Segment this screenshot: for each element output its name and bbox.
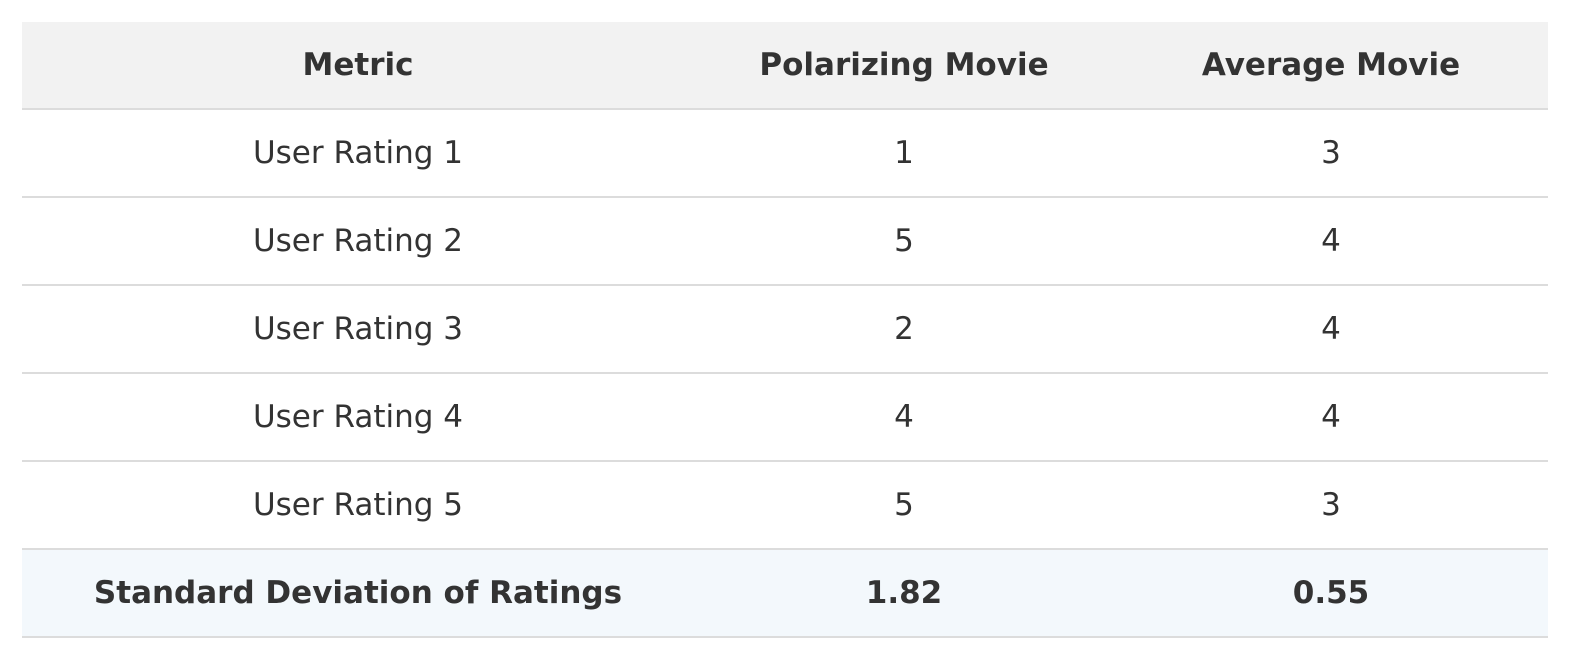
rating-cell: 1 [694, 109, 1114, 198]
rating-cell: 4 [1114, 373, 1548, 462]
summary-row: Standard Deviation of Ratings 1.82 0.55 [22, 549, 1548, 638]
column-header: Average Movie [1114, 22, 1548, 110]
rating-cell: 5 [694, 197, 1114, 286]
table-body: User Rating 1 1 3 User Rating 2 5 4 User Ratin… [22, 109, 1548, 638]
rating-cell: 3 [1114, 109, 1548, 198]
row-label: User Rating 5 [22, 461, 694, 550]
rating-cell: 4 [694, 373, 1114, 462]
column-header: Metric [22, 22, 694, 110]
rating-cell: 4 [1114, 197, 1548, 286]
rating-cell: 2 [694, 285, 1114, 374]
ratings-table: Metric Polarizing Movie Average Movie User… [22, 22, 1548, 638]
column-header: Polarizing Movie [694, 22, 1114, 110]
summary-cell: 1.82 [694, 549, 1114, 638]
summary-cell: 0.55 [1114, 549, 1548, 638]
summary-label: Standard Deviation of Ratings [22, 549, 694, 638]
rating-cell: 4 [1114, 285, 1548, 374]
row-label: User Rating 1 [22, 109, 694, 198]
row-label: User Rating 2 [22, 197, 694, 286]
header-row: Metric Polarizing Movie Average Movie [22, 22, 1548, 110]
row-label: User Rating 4 [22, 373, 694, 462]
row-label: User Rating 3 [22, 285, 694, 374]
rating-cell: 3 [1114, 461, 1548, 550]
rating-cell: 5 [694, 461, 1114, 550]
